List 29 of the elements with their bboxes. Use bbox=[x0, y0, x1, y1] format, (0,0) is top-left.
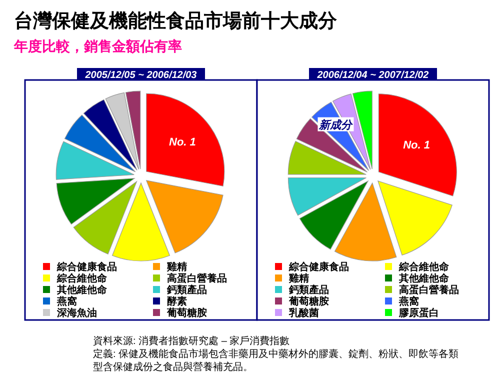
legend-label: 鈣類產品 bbox=[288, 284, 329, 296]
text: 年度比較，銷售金額佔有率 bbox=[13, 38, 182, 54]
legend-label: 綜合維他命 bbox=[56, 272, 108, 284]
legend-label: 燕窩 bbox=[56, 296, 77, 308]
chart-title: 2006/12/04 ~ 2007/12/02 bbox=[316, 70, 430, 81]
legend-label: 乳酸菌 bbox=[288, 307, 319, 319]
text: 定義: 保健及機能食品市場包含非藥用及中藥材外的膠囊、錠劑、粉狀、即飲等各類型含保健成份之食品與營養補充品。 bbox=[93, 348, 459, 373]
legend-label: 綜合健康食品 bbox=[56, 261, 117, 273]
legend-label: 高蛋白營養品 bbox=[399, 284, 459, 296]
legend-label: 燕窩 bbox=[398, 296, 419, 308]
text: 新成分 bbox=[319, 119, 352, 132]
legend-label: 雞精 bbox=[166, 261, 187, 273]
text: No. 1 bbox=[169, 136, 196, 149]
legend-label: 高蛋白營養品 bbox=[167, 272, 227, 284]
legend-label: 綜合維他命 bbox=[398, 261, 450, 273]
source-note: 資料來源: 消費者指數研究處 – 家戶消費指數 bbox=[93, 335, 290, 347]
legend-label: 其他維他命 bbox=[56, 284, 108, 296]
legend-label: 其他維他命 bbox=[398, 272, 450, 284]
legend-label: 膠原蛋白 bbox=[398, 307, 439, 319]
chart-title: 2005/12/05 ~ 2006/12/03 bbox=[84, 70, 198, 81]
legend-label: 深海魚油 bbox=[56, 307, 97, 319]
text: No. 1 bbox=[403, 139, 430, 152]
legend-label: 雞精 bbox=[288, 272, 309, 284]
text: 台灣保健及機能性食品市場前十大成分 bbox=[14, 10, 338, 32]
legend-label: 綜合健康食品 bbox=[288, 261, 349, 273]
legend-label: 葡萄糖胺 bbox=[288, 296, 329, 308]
legend-label: 酵素 bbox=[167, 296, 187, 308]
legend-label: 鈣類產品 bbox=[166, 284, 207, 296]
legend-label: 葡萄糖胺 bbox=[166, 307, 207, 319]
